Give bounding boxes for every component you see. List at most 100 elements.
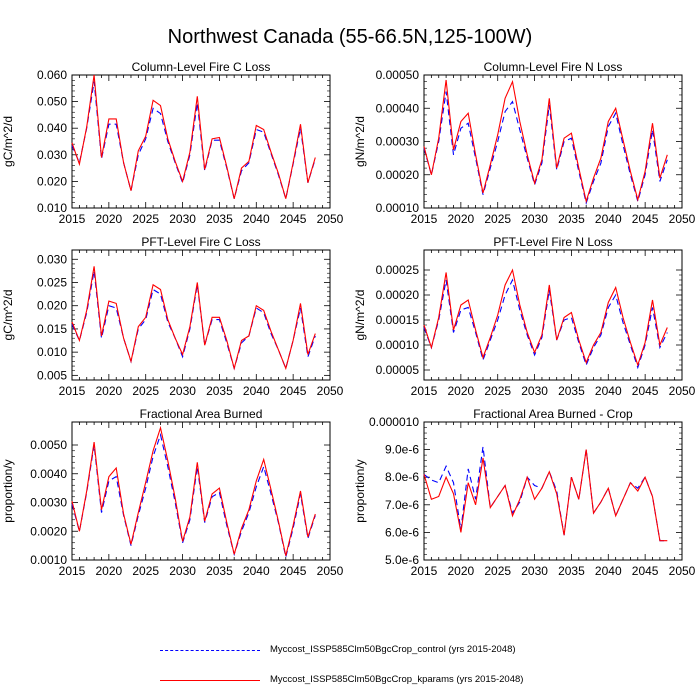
panel4-y-tick-label: 0.00025 — [376, 263, 420, 277]
panel2-x-tick-label: 2025 — [484, 212, 511, 226]
panel1-x-tick-label: 2025 — [132, 212, 159, 226]
panel3-x-tick-label: 2015 — [59, 384, 86, 398]
panel1-x-tick-label: 2015 — [59, 212, 86, 226]
panel3-x-tick-label: 2040 — [243, 384, 270, 398]
panel1-y-tick-label: 0.030 — [37, 148, 67, 162]
panel6-x-tick-label: 2025 — [484, 564, 511, 578]
panel2-y-label: gN/m^2/d — [353, 116, 367, 167]
panel6-y-tick-label: 9.0e-6 — [385, 443, 419, 457]
panel2-series-control — [423, 91, 668, 206]
panel1-y-tick-label: 0.060 — [37, 68, 67, 82]
panel2-x-tick-label: 2030 — [521, 212, 548, 226]
panel2-x-tick-label: 2020 — [448, 212, 475, 226]
panel1-series-kparams — [71, 74, 316, 199]
panel3-y-label: gC/m^2/d — [1, 290, 15, 341]
panel6-y-label: proportion/y — [353, 459, 367, 522]
legend-label-kparams: Myccost_ISSP585Clm50BgcCrop_kparams (yrs… — [270, 674, 524, 685]
panel6-x-tick-label: 2040 — [595, 564, 622, 578]
panel6-y-tick-label: 6.0e-6 — [385, 525, 419, 539]
panel1-y-tick-label: 0.020 — [37, 174, 67, 188]
panel6-y-tick-label: 0.000010 — [369, 415, 419, 429]
panel6-y-tick-label: 8.0e-6 — [385, 470, 419, 484]
legend: Myccost_ISSP585Clm50BgcCrop_control (yrs… — [160, 640, 680, 690]
panel1-x-tick-label: 2040 — [243, 212, 270, 226]
panel4-y-tick-label: 0.00010 — [376, 338, 420, 352]
panel6-x-tick-label: 2050 — [669, 564, 696, 578]
panel5-x-tick-label: 2015 — [59, 564, 86, 578]
panel3-x-tick-label: 2030 — [169, 384, 196, 398]
panel1-x-tick-label: 2030 — [169, 212, 196, 226]
panel5-x-tick-label: 2035 — [206, 564, 233, 578]
panel3-title: PFT-Level Fire C Loss — [141, 235, 260, 249]
legend-swatch-control — [160, 650, 260, 651]
panel6-title: Fractional Area Burned - Crop — [473, 407, 633, 421]
panel5-x-tick-label: 2030 — [169, 564, 196, 578]
panel1-y-tick-label: 0.010 — [37, 201, 67, 215]
panel5-x-tick-label: 2040 — [243, 564, 270, 578]
panel3-x-tick-label: 2045 — [280, 384, 307, 398]
panel1-x-tick-label: 2035 — [206, 212, 233, 226]
panel2-y-tick-label: 0.00030 — [376, 135, 420, 149]
panel4-x-tick-label: 2030 — [521, 384, 548, 398]
panel3-y-tick-label: 0.010 — [37, 345, 67, 359]
panel3-y-tick-label: 0.020 — [37, 299, 67, 313]
panel5-y-tick-label: 0.0050 — [30, 438, 67, 452]
panel3-x-tick-label: 2050 — [317, 384, 344, 398]
panel6-series-control — [423, 446, 668, 542]
panel5-x-tick-label: 2045 — [280, 564, 307, 578]
panel5-y-tick-label: 0.0020 — [30, 524, 67, 538]
panel5-y-label: proportion/y — [1, 459, 15, 522]
panel6-y-tick-label: 7.0e-6 — [385, 498, 419, 512]
panel3-y-tick-label: 0.015 — [37, 322, 67, 336]
panel2-x-tick-label: 2045 — [632, 212, 659, 226]
panel4-y-tick-label: 0.00015 — [376, 313, 420, 327]
panel5-x-tick-label: 2020 — [96, 564, 123, 578]
legend-swatch-kparams — [160, 680, 260, 681]
panel4-x-tick-label: 2020 — [448, 384, 475, 398]
panel1-y-tick-label: 0.040 — [37, 121, 67, 135]
figure-title: Northwest Canada (55-66.5N,125-100W) — [167, 26, 533, 48]
legend-label-control: Myccost_ISSP585Clm50BgcCrop_control (yrs… — [270, 644, 516, 655]
panel5-x-tick-label: 2050 — [317, 564, 344, 578]
panel1-y-tick-label: 0.050 — [37, 95, 67, 109]
panel5-y-tick-label: 0.0040 — [30, 467, 67, 481]
panel4-x-tick-label: 2015 — [411, 384, 438, 398]
panel1-title: Column-Level Fire C Loss — [132, 60, 271, 74]
panel6-frame — [423, 421, 683, 561]
panel4-y-tick-label: 0.00005 — [376, 363, 420, 377]
panel2-x-tick-label: 2015 — [411, 212, 438, 226]
panel2-x-tick-label: 2035 — [558, 212, 585, 226]
panel5-y-tick-label: 0.0030 — [30, 496, 67, 510]
panel3-x-tick-label: 2035 — [206, 384, 233, 398]
panel6-x-tick-label: 2020 — [448, 564, 475, 578]
legend-entry-kparams: Myccost_ISSP585Clm50BgcCrop_kparams (yrs… — [160, 674, 680, 688]
panel4-y-tick-label: 0.00020 — [376, 288, 420, 302]
panel3-series-control — [71, 270, 316, 371]
panel1-x-tick-label: 2045 — [280, 212, 307, 226]
panel6-y-tick-label: 5.0e-6 — [385, 553, 419, 567]
panel4-x-tick-label: 2025 — [484, 384, 511, 398]
panel5-y-tick-label: 0.0010 — [30, 553, 67, 567]
panel3-y-tick-label: 0.025 — [37, 276, 67, 290]
legend-entry-control: Myccost_ISSP585Clm50BgcCrop_control (yrs… — [160, 644, 680, 658]
panel2-y-tick-label: 0.00020 — [376, 168, 420, 182]
panel3-x-tick-label: 2025 — [132, 384, 159, 398]
panel1-series-control — [71, 81, 316, 201]
panel6-series-kparams — [423, 449, 668, 542]
panel5-series-control — [71, 432, 316, 558]
panel2-frame — [423, 74, 683, 209]
panel3-y-tick-label: 0.005 — [37, 368, 67, 382]
panel1-x-tick-label: 2020 — [96, 212, 123, 226]
panel4-y-label: gN/m^2/d — [353, 290, 367, 341]
panel3-x-tick-label: 2020 — [96, 384, 123, 398]
panel4-x-tick-label: 2040 — [595, 384, 622, 398]
panel4-series-control — [423, 278, 668, 370]
panel3-series-kparams — [71, 266, 316, 371]
panel3-y-tick-label: 0.030 — [37, 252, 67, 266]
panel4-x-tick-label: 2035 — [558, 384, 585, 398]
panel2-title: Column-Level Fire N Loss — [484, 60, 623, 74]
panel5-title: Fractional Area Burned — [140, 407, 263, 421]
panel1-x-tick-label: 2050 — [317, 212, 344, 226]
panel5-x-tick-label: 2025 — [132, 564, 159, 578]
